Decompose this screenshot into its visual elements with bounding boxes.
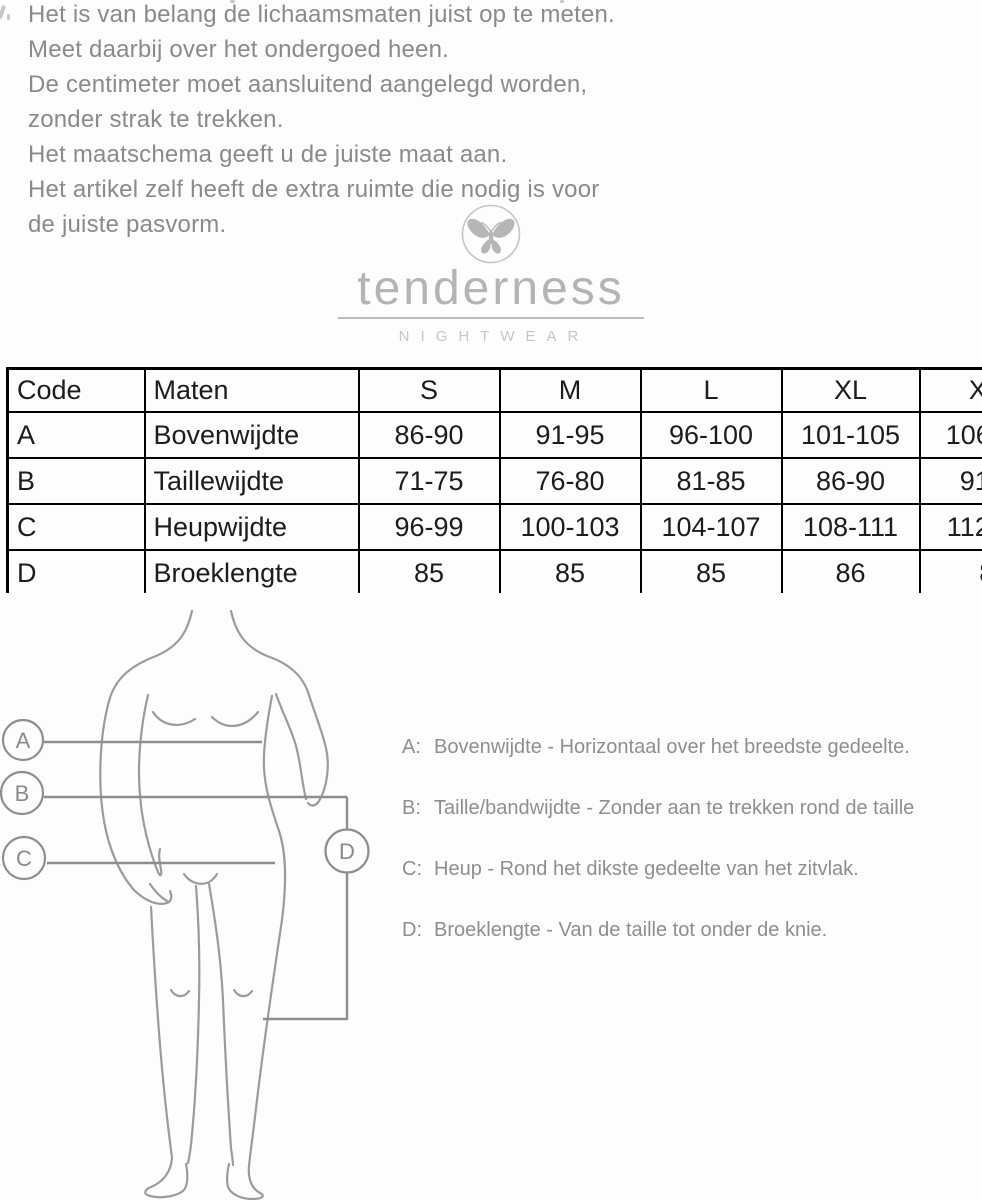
brand-name: tenderness: [357, 262, 625, 315]
figure-outline: [99, 609, 329, 1200]
marker-letter-a: A: [16, 728, 31, 753]
intro-paragraph: Het is van belang de lichaamsmaten juist…: [28, 0, 615, 242]
marker-circle-a: [1, 718, 45, 762]
butterfly-icon: [461, 204, 521, 264]
body-diagram: A B C D: [0, 609, 370, 1200]
cell-value: 86: [918, 549, 982, 593]
col-header-xl: XL: [780, 367, 921, 413]
row-code: A: [6, 411, 146, 459]
table-row-d: D Broeklengte 85 85 85 86 86: [6, 549, 982, 593]
brand-subtitle: NIGHTWEAR: [398, 328, 590, 345]
legend-item: A: Bovenwijdte - Horizontaal over het br…: [402, 736, 982, 760]
intro-line: De centimeter moet aansluitend aangelegd…: [28, 71, 588, 98]
table-row-a: A Bovenwijdte 86-90 91-95 96-100 101-105…: [6, 411, 982, 459]
legend-item: C: Heup - Rond het dikste gedeelte van h…: [402, 858, 982, 882]
cell-value: 86: [780, 549, 921, 593]
row-maat: Heupwijdte: [143, 503, 360, 551]
legend-code: D:: [402, 919, 422, 941]
col-header-maten: Maten: [143, 367, 360, 413]
intro-line: zonder strak te trekken.: [28, 106, 284, 133]
legend-text: Heup - Rond het dikste gedeelte van het …: [434, 858, 859, 880]
cell-value: 106-110: [918, 411, 982, 459]
row-code: C: [6, 503, 146, 551]
cell-value: 85: [639, 549, 783, 593]
crop-artifact: [560, 0, 564, 3]
col-header-l: L: [639, 367, 783, 413]
cell-value: 71-75: [357, 457, 501, 505]
legend-text: Taille/bandwijdte - Zonder aan te trekke…: [434, 797, 915, 819]
cell-value: 108-111: [780, 503, 921, 551]
size-table-container: Code Maten S M L XL XXL A Bovenwijdte 86…: [6, 367, 982, 593]
legend-code: B:: [402, 797, 421, 819]
cell-value: 81-85: [639, 457, 783, 505]
marker-letter-d: D: [339, 839, 355, 864]
marker-letters: A B C D: [15, 728, 355, 871]
table-row-c: C Heupwijdte 96-99 100-103 104-107 108-1…: [6, 503, 982, 551]
marker-letter-b: B: [15, 781, 30, 806]
cell-value: 86-90: [780, 457, 921, 505]
legend-text: Broeklengte - Van de taille tot onder de…: [434, 919, 828, 941]
legend-text: Bovenwijdte - Horizontaal over het breed…: [434, 736, 910, 758]
measurement-legend: A: Bovenwijdte - Horizontaal over het br…: [402, 736, 982, 980]
cell-value: 112-115: [918, 503, 982, 551]
cell-value: 76-80: [498, 457, 642, 505]
intro-line: Het maatschema geeft u de juiste maat aa…: [28, 141, 508, 168]
crop-artifact: [230, 0, 235, 3]
brand-logo: tenderness NIGHTWEAR: [0, 203, 982, 345]
cell-value: 85: [357, 549, 501, 593]
crop-artifact: [0, 4, 7, 20]
marker-circle-c: [1, 835, 47, 881]
cell-value: 100-103: [498, 503, 642, 551]
measure-lines: [44, 740, 349, 1021]
cell-value: 101-105: [780, 411, 921, 459]
measure-bracket-d: [263, 797, 349, 1021]
cell-value: 85: [498, 549, 642, 593]
legend-code: A:: [402, 736, 421, 758]
row-code: B: [6, 457, 146, 505]
col-header-xxl: XXL: [918, 367, 982, 413]
cell-value: 96-99: [357, 503, 501, 551]
legend-code: C:: [402, 858, 422, 880]
cell-value: 86-90: [357, 411, 501, 459]
legend-item: D: Broeklengte - Van de taille tot onder…: [402, 919, 982, 943]
intro-line: de juiste pasvorm.: [28, 211, 227, 238]
row-maat: Bovenwijdte: [143, 411, 360, 459]
crop-artifact: [7, 14, 10, 20]
table-row-b: B Taillewijdte 71-75 76-80 81-85 86-90 9…: [6, 457, 982, 505]
cell-value: 91-95: [498, 411, 642, 459]
marker-circles: [0, 718, 370, 881]
legend-item: B: Taille/bandwijdte - Zonder aan te tre…: [402, 797, 982, 821]
header-row: Code Maten S M L XL XXL: [6, 367, 982, 413]
cell-value: 91-95: [918, 457, 982, 505]
col-header-m: M: [498, 367, 642, 413]
size-table: Code Maten S M L XL XXL A Bovenwijdte 86…: [6, 367, 982, 593]
intro-line: Meet daarbij over het ondergoed heen.: [28, 36, 450, 63]
marker-circle-d: [324, 828, 370, 874]
cell-value: 104-107: [639, 503, 783, 551]
marker-circle-b: [0, 770, 45, 816]
row-maat: Taillewijdte: [143, 457, 360, 505]
row-maat: Broeklengte: [143, 549, 360, 593]
cell-value: 96-100: [639, 411, 783, 459]
intro-line: Het is van belang de lichaamsmaten juist…: [28, 1, 615, 28]
row-code: D: [6, 549, 146, 593]
intro-line: Het artikel zelf heeft de extra ruimte d…: [28, 176, 600, 203]
col-header-s: S: [357, 367, 501, 413]
col-header-code: Code: [6, 367, 146, 413]
marker-letter-c: C: [16, 846, 32, 871]
brand-rule: [338, 317, 644, 319]
